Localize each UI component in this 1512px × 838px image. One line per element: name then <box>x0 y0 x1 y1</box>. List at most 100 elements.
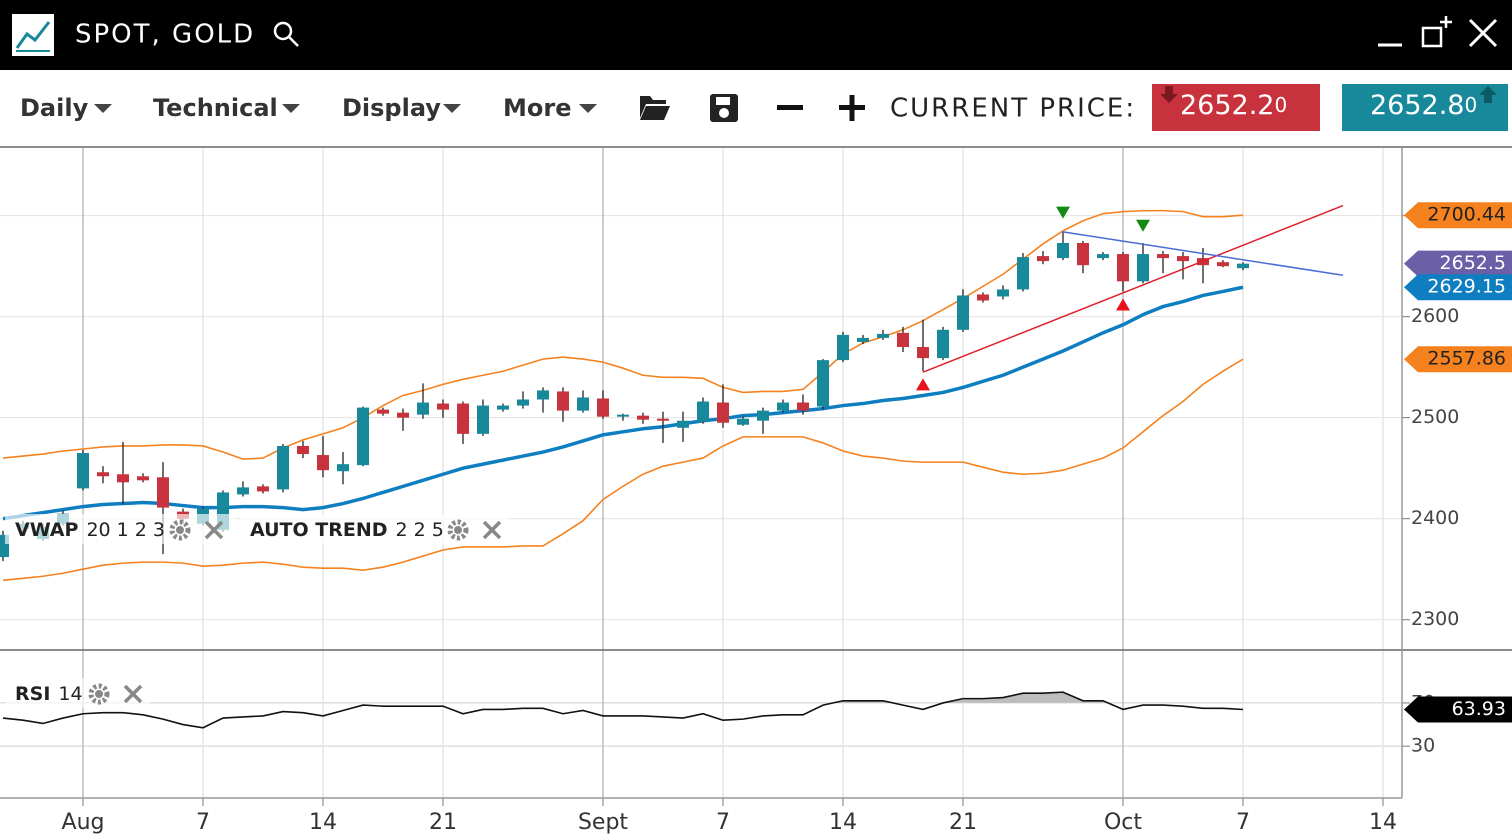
candle-body <box>77 453 89 489</box>
bid-price: 2652.20 <box>1180 90 1287 121</box>
ask-main: 2652.8 <box>1370 90 1464 121</box>
settings-icon[interactable] <box>88 683 110 705</box>
open-button[interactable] <box>640 96 670 120</box>
save-button[interactable] <box>710 94 738 122</box>
indicator-name: RSI <box>15 683 50 705</box>
remove-icon[interactable] <box>482 520 502 540</box>
remove-icon[interactable] <box>123 684 143 704</box>
price-badge-label: 2557.86 <box>1427 348 1506 370</box>
candle-body <box>657 418 669 421</box>
x-tick-label: 7 <box>1236 810 1250 835</box>
price-badge <box>1404 696 1512 723</box>
settings-icon[interactable] <box>447 519 469 541</box>
candle-body <box>1077 242 1089 266</box>
indicator-legend[interactable]: VWAP 20 1 2 3 <box>15 519 165 541</box>
x-tick-label: Oct <box>1104 810 1142 835</box>
legend-bg <box>5 514 235 544</box>
menu-caret[interactable] <box>94 104 112 113</box>
search-button[interactable] <box>273 21 299 47</box>
candle-body <box>377 409 389 414</box>
candle-body <box>257 486 269 492</box>
candle-body <box>357 407 369 466</box>
candle-body <box>477 405 489 434</box>
title-bar <box>0 0 1512 70</box>
candle-body <box>877 333 889 338</box>
candle-body <box>817 360 829 407</box>
ask-price: 2652.80 <box>1370 90 1477 121</box>
vwap-line <box>2 285 1244 521</box>
candle-body <box>437 403 449 410</box>
grid <box>0 148 1402 798</box>
legend-bg <box>5 678 150 708</box>
indicator-legend[interactable]: AUTO TREND 2 2 5 <box>250 519 444 541</box>
indicator-name: AUTO TREND <box>250 519 388 541</box>
menu-display[interactable]: Display <box>342 94 441 122</box>
candle-body <box>697 401 709 422</box>
bid-box[interactable] <box>1152 84 1320 131</box>
candle-body <box>917 346 929 359</box>
candle-body <box>157 477 169 508</box>
menu-caret[interactable] <box>443 104 461 113</box>
zoom-in-button[interactable] <box>839 95 865 121</box>
remove-icon[interactable] <box>204 520 224 540</box>
candle-body <box>677 420 689 428</box>
price-badge <box>1404 274 1512 301</box>
x-tick-label: 7 <box>716 810 730 835</box>
y-tick-label: 2300 <box>1411 608 1459 630</box>
menu-caret[interactable] <box>579 104 597 113</box>
settings-icon[interactable] <box>169 519 191 541</box>
y-tick-label: 2600 <box>1411 305 1459 327</box>
candle-body <box>797 402 809 411</box>
x-tick-label: 14 <box>1369 810 1397 835</box>
menu-technical[interactable]: Technical <box>153 94 278 122</box>
candle-body <box>457 403 469 434</box>
buy-signal <box>1116 298 1130 311</box>
x-tick-label: Sept <box>578 810 628 835</box>
x-tick-label: Aug <box>62 810 105 835</box>
candle-body <box>737 418 749 425</box>
sell-signal <box>1056 206 1070 219</box>
candle-body <box>1037 256 1049 262</box>
candle-body <box>977 294 989 301</box>
price-badge <box>1404 202 1512 229</box>
candle-body <box>237 487 249 495</box>
candle-body <box>1057 242 1069 259</box>
bid-pip: 0 <box>1274 93 1287 117</box>
ask-box[interactable] <box>1342 84 1508 131</box>
bid-main: 2652.2 <box>1180 90 1274 121</box>
candle-body <box>417 402 429 415</box>
up-arrow <box>1479 86 1497 103</box>
indicator-legend[interactable]: RSI 14 <box>15 683 83 705</box>
menu-more[interactable]: More <box>503 94 571 122</box>
candle-body <box>1017 257 1029 290</box>
trend-line <box>1062 231 1344 277</box>
candle-body <box>577 397 589 411</box>
candle-body <box>777 402 789 411</box>
candle-body <box>957 295 969 330</box>
band-lower <box>2 358 1244 582</box>
zoom-out-button[interactable] <box>777 105 803 110</box>
indicator-name: VWAP <box>15 519 79 541</box>
rsi-plot <box>2 691 1244 729</box>
price-plot <box>0 204 1344 582</box>
down-arrow <box>1160 86 1178 103</box>
menu-caret[interactable] <box>282 104 300 113</box>
candle-body <box>597 398 609 417</box>
price-badge-label: 2652.5 <box>1440 252 1506 274</box>
buy-signal <box>916 378 930 391</box>
indicator-params: 2 2 5 <box>396 519 444 541</box>
popout-button[interactable] <box>1421 16 1452 48</box>
sell-signal <box>1136 219 1150 232</box>
menu-daily[interactable]: Daily <box>20 94 89 122</box>
close-button[interactable] <box>1468 18 1498 48</box>
x-tick-label: 21 <box>949 810 977 835</box>
indicator-params: 14 <box>58 683 82 705</box>
price-badge-label: 2629.15 <box>1427 276 1506 298</box>
band-upper <box>2 209 1244 460</box>
current-price-label: CURRENT PRICE: <box>890 94 1136 124</box>
price-badge-label: 2700.44 <box>1427 204 1506 226</box>
rsi-line <box>2 691 1244 729</box>
